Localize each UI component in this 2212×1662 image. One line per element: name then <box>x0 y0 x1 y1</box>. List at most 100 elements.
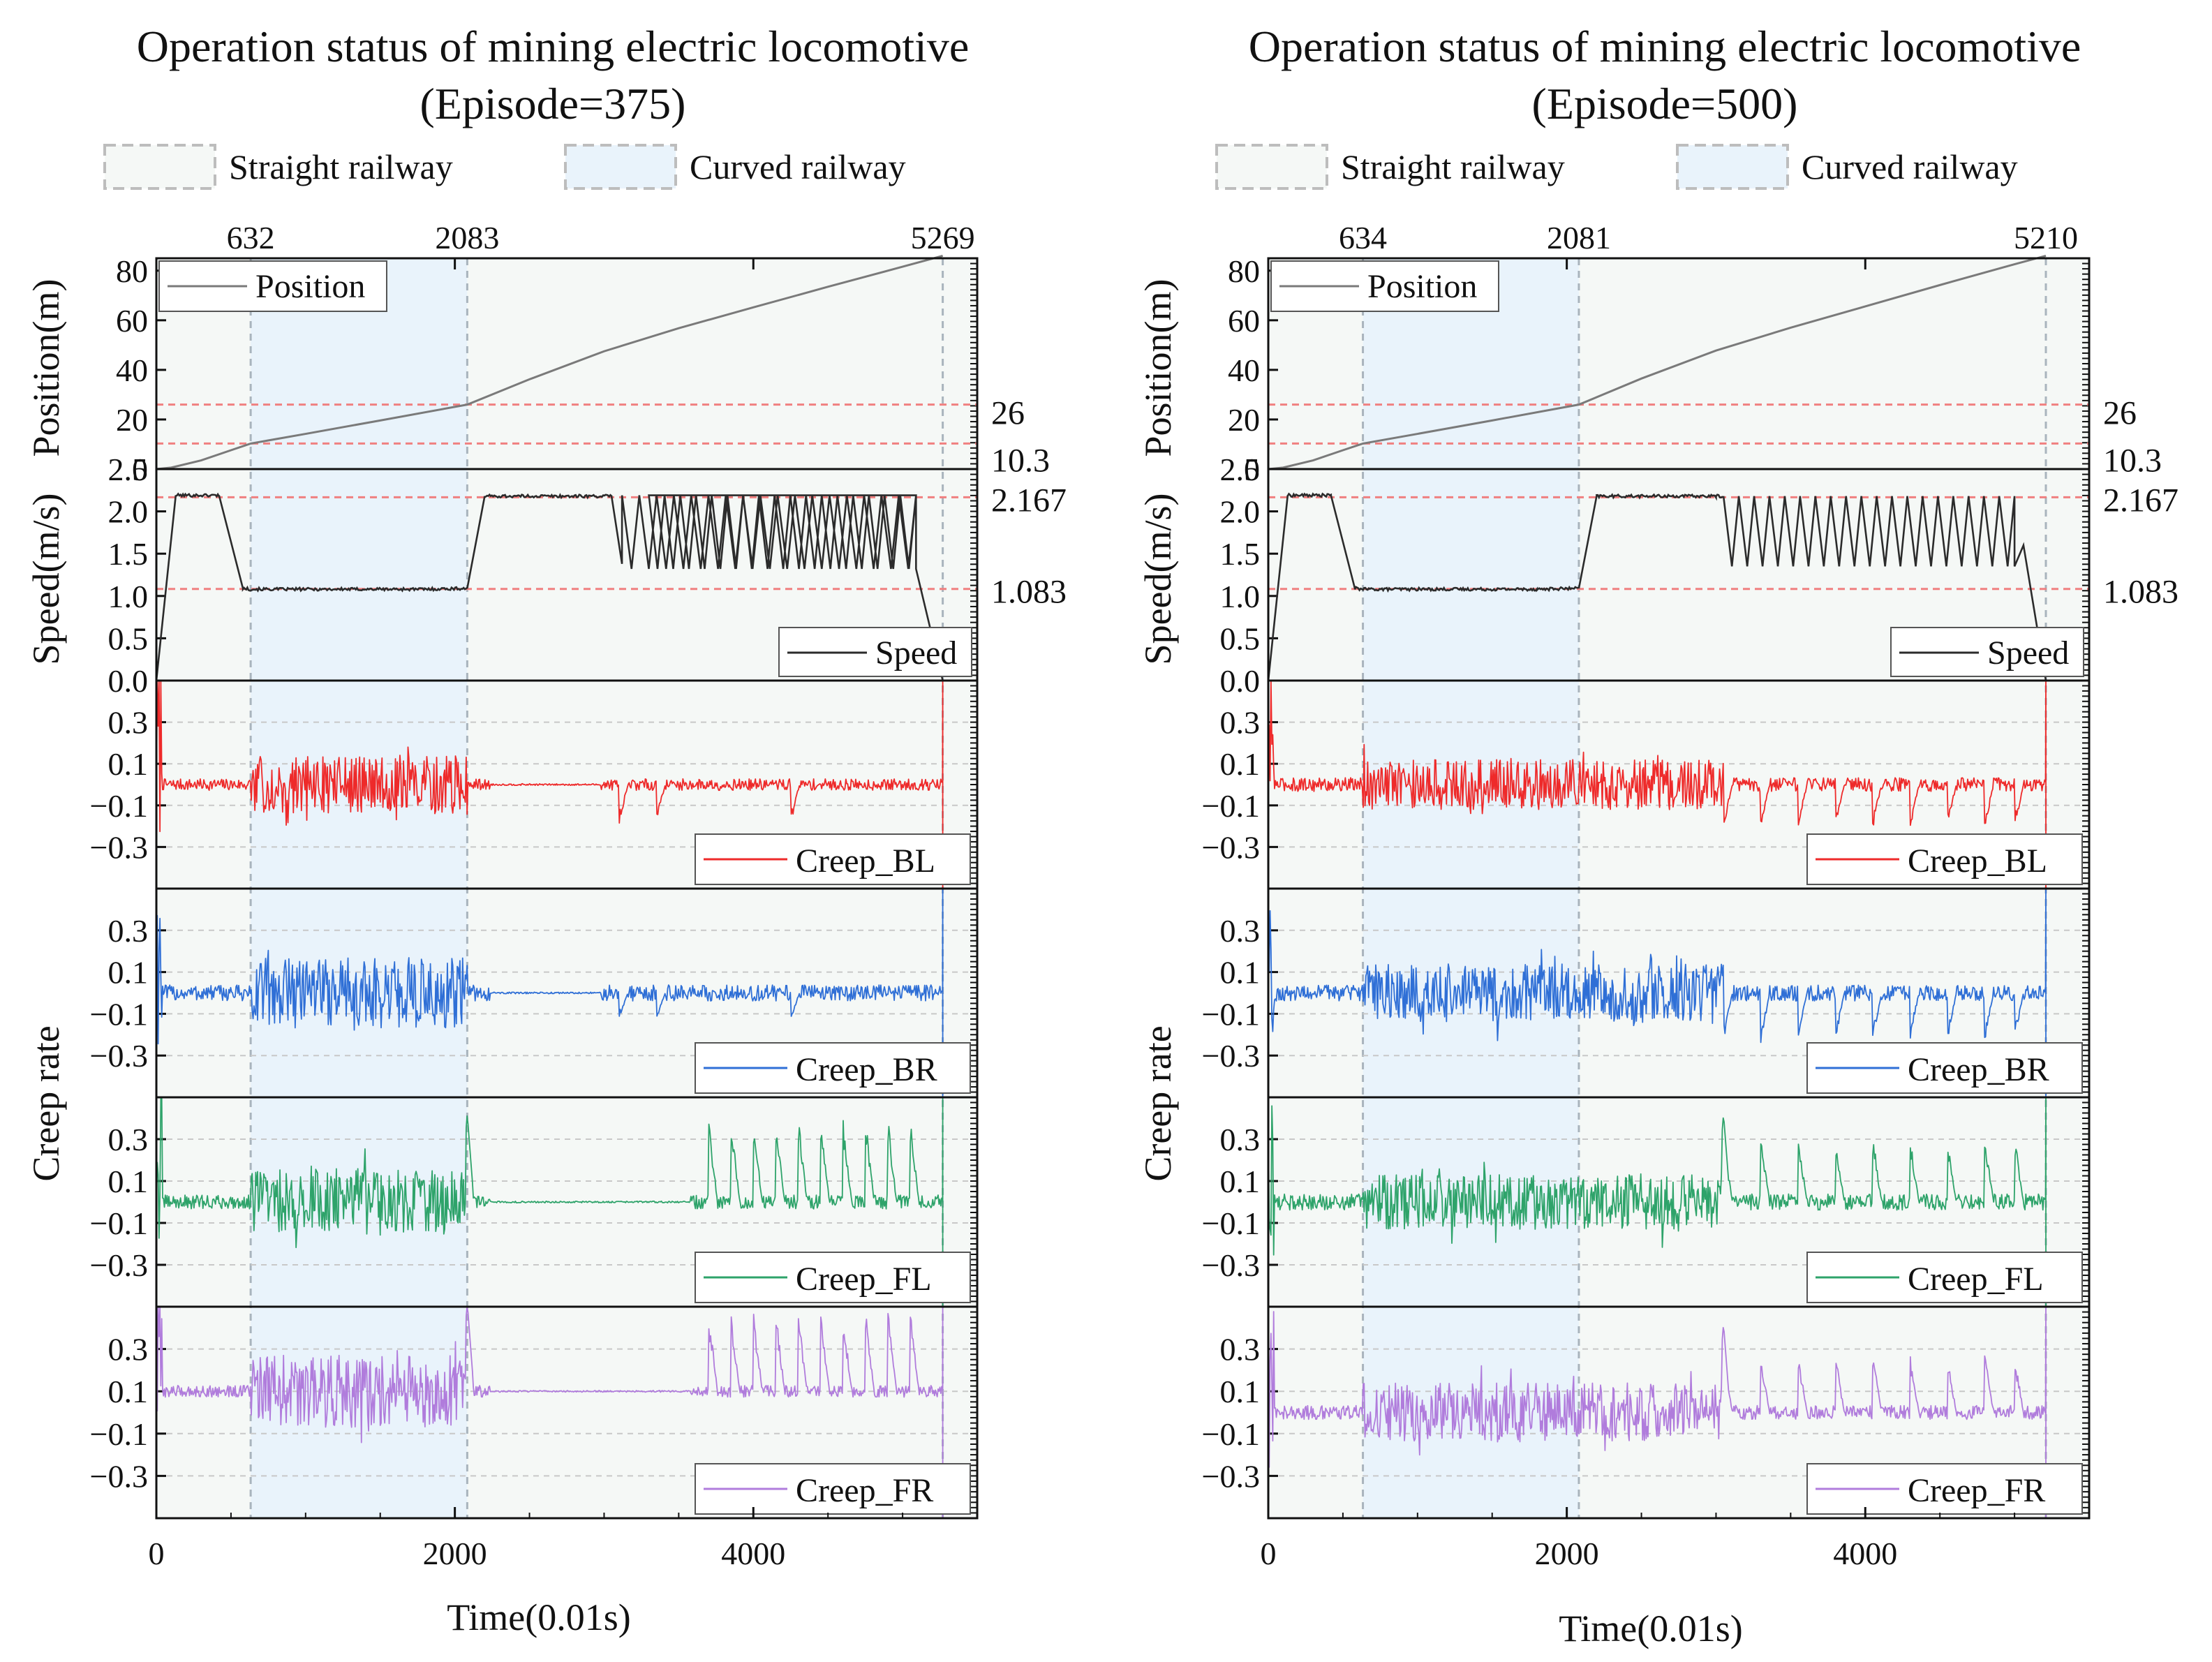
creep-line-creep-fr <box>1268 1306 2047 1518</box>
legend-curved-label: Curved railway <box>690 147 906 186</box>
creep-line-creep-br <box>156 888 944 1097</box>
speed-legend-label: Speed <box>1987 635 2069 672</box>
y-tick-label: 0 <box>132 452 148 487</box>
y-tick-label: −0.1 <box>90 1205 148 1241</box>
y-tick-label: −0.1 <box>90 996 148 1032</box>
y-tick-label: −0.3 <box>1202 829 1260 865</box>
speed-panel: 0.0 0.5 1.0 1.5 2.0 2.5 2.167 1.083 Speed Speed(m… <box>1137 452 2178 699</box>
creep-legend-label: Creep_FR <box>796 1472 933 1509</box>
chart-episode-500: Operation status of mining electric loco… <box>1137 22 2178 1649</box>
position-panel: 0 20 40 60 80 26 10.3 Position Position(m) <box>1137 253 2162 487</box>
creep-panel-creep-br: −0.3 −0.1 0.1 0.3 Creep_BR <box>1202 888 2089 1098</box>
x-axis-title: Time(0.01s) <box>447 1596 631 1638</box>
y-tick-label: 60 <box>1228 303 1260 339</box>
y-tick-label: 2.5 <box>108 452 149 487</box>
y-tick-label: 1.5 <box>108 536 149 572</box>
zone-boundary-label: 634 <box>1339 220 1387 255</box>
y-tick-label: 40 <box>116 353 148 388</box>
chart-subtitle: (Episode=375) <box>420 79 686 128</box>
y-tick-label: 0.3 <box>1220 913 1261 949</box>
zone-legend: Straight railway Curved railway <box>1215 144 2018 190</box>
creep-panel-creep-br: −0.3 −0.1 0.1 0.3 Creep_BR <box>90 888 977 1098</box>
y-tick-label: −0.1 <box>1202 1205 1260 1241</box>
zone-boundary-label: 5210 <box>2014 220 2078 255</box>
y-tick-label: −0.3 <box>90 1038 148 1074</box>
y-tick-label: 1.5 <box>1220 536 1261 572</box>
y-tick-label: 2.0 <box>108 494 149 530</box>
y-tick-label: −0.1 <box>90 788 148 824</box>
y-tick-label: 20 <box>116 402 148 438</box>
y-tick-label: 0.3 <box>108 1122 149 1157</box>
x-tick-label: 0 <box>1261 1536 1277 1571</box>
chart-title: Operation status of mining electric loco… <box>137 22 970 71</box>
position-panel: 0 20 40 60 80 26 10.3 Position Position(m) <box>25 253 1050 487</box>
y-tick-label: −0.3 <box>90 1458 148 1494</box>
position-line <box>1268 254 2047 470</box>
y-tick-label: 80 <box>1228 253 1260 289</box>
zone-boundary-label: 2081 <box>1547 220 1611 255</box>
y-tick-label: 0.1 <box>1220 1374 1261 1409</box>
creep-panel-creep-fr: −0.3 −0.1 0.1 0.3 Creep_FR <box>90 1306 977 1519</box>
position-legend-label: Position <box>255 268 365 305</box>
creep-line-creep-fr <box>156 1306 944 1518</box>
creep-panel-creep-bl: −0.3 −0.1 0.1 0.3 Creep_BL <box>90 680 977 889</box>
reference-label: 1.083 <box>991 574 1067 611</box>
y-tick-label: 0.3 <box>1220 1332 1261 1367</box>
legend-curved-label: Curved railway <box>1802 147 2018 186</box>
x-tick-label: 0 <box>149 1536 165 1571</box>
y-tick-label: −0.3 <box>1202 1247 1260 1283</box>
zone-boundary-label: 5269 <box>911 220 975 255</box>
position-legend-label: Position <box>1367 268 1477 305</box>
speed-line <box>155 492 947 682</box>
creep-axis-title: Creep rate <box>25 1025 67 1181</box>
position-line <box>156 254 944 470</box>
y-tick-label: −0.3 <box>1202 1038 1260 1074</box>
creep-legend-label: Creep_FR <box>1908 1472 2045 1509</box>
reference-label: 1.083 <box>2103 574 2178 611</box>
creep-axis-title: Creep rate <box>1137 1025 1179 1181</box>
y-tick-label: 2.5 <box>1220 452 1261 487</box>
speed-axis-title: Speed(m/s) <box>1137 494 1179 665</box>
reference-label: 26 <box>991 395 1025 432</box>
y-tick-label: 0.1 <box>108 955 149 990</box>
x-tick-label: 2000 <box>1535 1536 1599 1571</box>
creep-panel-creep-fl: −0.3 −0.1 0.1 0.3 Creep_FL <box>90 1097 977 1307</box>
y-tick-label: 0.1 <box>1220 1164 1261 1199</box>
speed-legend-label: Speed <box>875 635 957 672</box>
zone-legend: Straight railway Curved railway <box>103 144 906 190</box>
creep-legend-label: Creep_FL <box>796 1261 932 1298</box>
panel-frame <box>1267 1305 2091 1520</box>
y-tick-label: −0.3 <box>1202 1458 1260 1494</box>
creep-line-creep-bl <box>1268 680 2047 889</box>
zone-boundary-label: 632 <box>227 220 275 255</box>
x-axis-title: Time(0.01s) <box>1559 1608 1743 1649</box>
y-tick-label: 0.3 <box>1220 1122 1261 1157</box>
zone-boundary-label: 2083 <box>435 220 499 255</box>
creep-legend-label: Creep_BR <box>1908 1051 2049 1088</box>
y-tick-label: 0.3 <box>108 705 149 741</box>
reference-label: 2.167 <box>2103 482 2178 519</box>
speed-panel: 0.0 0.5 1.0 1.5 2.0 2.5 2.167 1.083 Speed Speed(m… <box>25 452 1067 699</box>
y-tick-label: 20 <box>1228 402 1260 438</box>
chart-title: Operation status of mining electric loco… <box>1249 22 2081 71</box>
y-tick-label: 0.1 <box>1220 955 1261 990</box>
y-tick-label: −0.3 <box>90 829 148 865</box>
legend-straight-swatch <box>103 144 216 190</box>
y-tick-label: −0.1 <box>1202 1416 1260 1452</box>
y-tick-label: 0.1 <box>108 746 149 782</box>
creep-legend-label: Creep_BL <box>1908 843 2047 880</box>
creep-line-creep-fl <box>156 1097 944 1307</box>
y-tick-label: 0.1 <box>108 1164 149 1199</box>
legend-straight-label: Straight railway <box>1341 147 1565 186</box>
y-tick-label: 1.0 <box>1220 579 1261 614</box>
x-tick-label: 4000 <box>721 1536 785 1571</box>
legend-curved-swatch <box>1676 144 1789 190</box>
creep-line-creep-br <box>1268 888 2047 1097</box>
chart-subtitle: (Episode=500) <box>1532 79 1798 128</box>
creep-line-creep-bl <box>156 680 944 889</box>
creep-line-creep-fl <box>1268 1097 2047 1307</box>
y-tick-label: 60 <box>116 303 148 339</box>
y-tick-label: 80 <box>116 253 148 289</box>
x-tick-label: 4000 <box>1833 1536 1897 1571</box>
